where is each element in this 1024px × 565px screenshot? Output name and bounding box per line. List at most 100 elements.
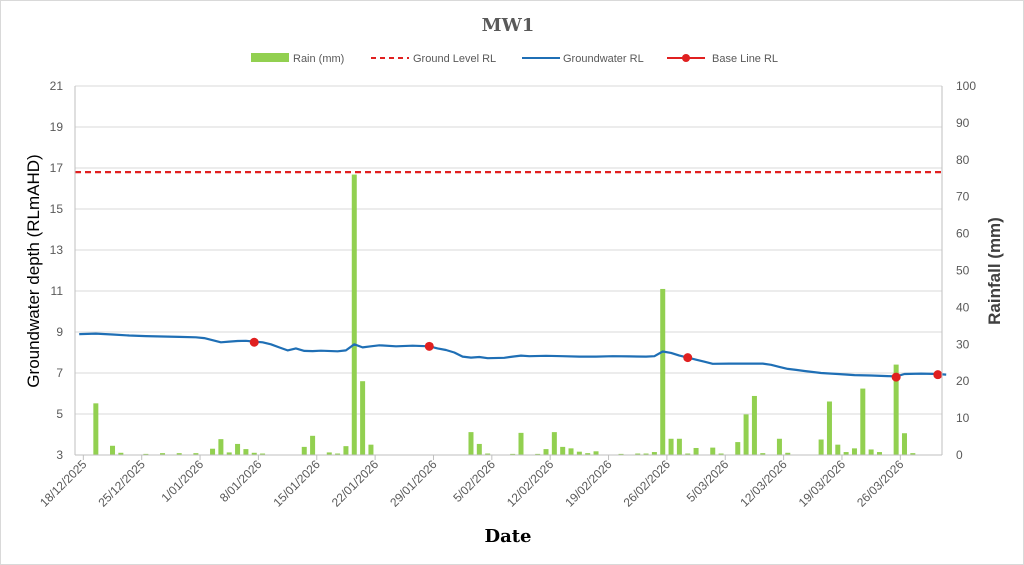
rain-bar <box>910 453 916 455</box>
rain-bar <box>310 435 316 455</box>
y-tick-label: 19 <box>50 120 64 134</box>
groundwater-line <box>79 332 947 378</box>
x-tick-label: 12/03/2026 <box>737 457 790 510</box>
rain-bar <box>693 447 699 455</box>
rain-bar <box>718 453 724 455</box>
rain-bar <box>468 432 474 455</box>
legend-label-rain: Rain (mm) <box>293 53 344 65</box>
rain-bar <box>535 453 541 455</box>
rain-bar <box>651 452 657 455</box>
rain-bar <box>176 453 182 455</box>
rain-bar <box>676 438 682 455</box>
y2-tick-label: 30 <box>956 337 970 351</box>
rain-bar <box>818 439 824 455</box>
rain-bar <box>193 453 199 455</box>
rain-bar <box>160 453 166 455</box>
rain-bar <box>360 381 366 455</box>
y2-tick-label: 80 <box>956 153 970 167</box>
rain-bar <box>568 448 574 455</box>
y-tick-label: 17 <box>50 161 64 175</box>
x-tick-label: 25/12/2025 <box>95 457 148 510</box>
rain-bar <box>510 453 516 455</box>
y-tick-label: 21 <box>50 79 64 93</box>
y2-tick-label: 50 <box>956 264 970 278</box>
x-tick-label: 26/03/2026 <box>854 457 907 510</box>
y2-tick-label: 10 <box>956 411 970 425</box>
y-tick-label: 15 <box>50 202 64 216</box>
legend-marker-baseline <box>682 54 690 62</box>
rain-bar <box>235 443 241 455</box>
rain-bar <box>551 432 557 455</box>
x-tick-label: 26/02/2026 <box>621 457 674 510</box>
x-tick-label: 19/03/2026 <box>796 457 849 510</box>
baseline-marker <box>683 353 693 363</box>
rain-bar <box>260 453 266 455</box>
rain-bar <box>585 453 591 455</box>
y2-tick-label: 90 <box>956 116 970 130</box>
baseline-marker <box>891 372 901 382</box>
rain-bar <box>835 444 841 455</box>
x-tick-label: 18/12/2025 <box>37 457 90 510</box>
rain-bar <box>826 401 832 455</box>
x-tick-label: 5/03/2026 <box>684 457 732 505</box>
rain-bar <box>218 439 224 455</box>
rain-bar <box>893 364 899 455</box>
axes <box>74 86 943 456</box>
gridlines <box>75 85 942 456</box>
rain-bar <box>593 451 599 455</box>
rain-bar <box>876 452 882 455</box>
chart-title: MW1 <box>482 15 535 36</box>
rain-bar <box>860 388 866 455</box>
rain-bar <box>868 449 874 455</box>
y2-tick-label: 100 <box>956 79 976 93</box>
legend-label-ground-level: Ground Level RL <box>413 53 496 65</box>
rain-bar <box>743 414 749 455</box>
rain-bar <box>143 453 149 455</box>
rain-bar <box>518 432 524 455</box>
rain-bar <box>635 453 641 455</box>
x-tick-label: 19/02/2026 <box>562 457 615 510</box>
rain-bar <box>576 451 582 455</box>
rain-bar <box>776 438 782 455</box>
legend: Rain (mm) Ground Level RL Groundwater RL… <box>251 53 778 65</box>
rain-bar <box>843 452 849 455</box>
rain-bar <box>618 453 624 455</box>
rain-bar <box>543 449 549 455</box>
rain-bar <box>226 452 232 455</box>
y-tick-label: 9 <box>56 325 63 339</box>
rain-bar <box>476 443 482 455</box>
rain-bar <box>485 453 491 455</box>
y-tick-label: 5 <box>56 407 63 421</box>
rain-bar <box>660 288 666 455</box>
x-tick-label: 15/01/2026 <box>271 457 324 510</box>
y2-tick-label: 70 <box>956 190 970 204</box>
rain-bar <box>343 446 349 455</box>
rain-bar <box>351 174 357 455</box>
y2-axis-title: Rainfall (mm) <box>985 217 1004 325</box>
rain-bar <box>751 395 757 455</box>
rain-bar <box>901 433 907 455</box>
y-axis-title: Groundwater depth (RLmAHD) <box>24 154 43 387</box>
rain-bar <box>368 444 374 455</box>
y-axis-ticks: 3 5 7 9 11 13 15 17 19 21 <box>50 79 64 462</box>
rain-bar <box>110 445 116 455</box>
y2-axis-ticks: 0 10 20 30 40 50 60 70 80 90 100 <box>956 79 976 462</box>
rain-bar <box>118 452 124 455</box>
y2-tick-label: 60 <box>956 227 970 241</box>
y2-tick-label: 0 <box>956 448 963 462</box>
rain-bar <box>760 453 766 455</box>
rain-bar <box>710 447 716 455</box>
x-axis-title: Date <box>484 526 531 547</box>
baseline-marker <box>933 370 943 380</box>
rain-bar <box>668 438 674 455</box>
rain-bar <box>326 452 332 455</box>
rain-bar <box>301 446 307 455</box>
rain-bar <box>560 446 566 455</box>
line-series <box>75 171 947 382</box>
x-tick-label: 8/01/2026 <box>217 457 265 505</box>
rain-bar <box>93 403 99 455</box>
x-tick-label: 5/02/2026 <box>450 457 498 505</box>
x-tick-label: 29/01/2026 <box>387 457 440 510</box>
y-tick-label: 7 <box>56 366 63 380</box>
rain-bars <box>93 174 916 455</box>
